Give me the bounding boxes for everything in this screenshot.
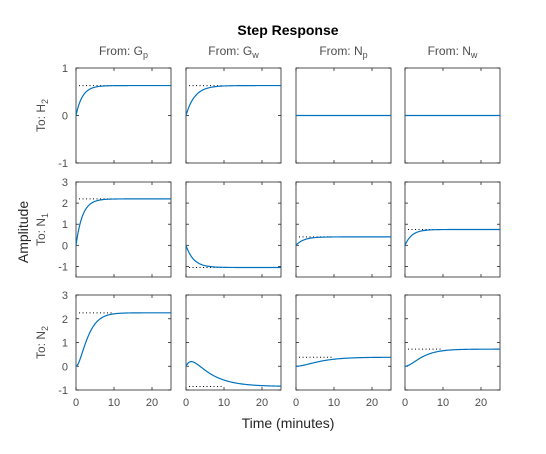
response-curve-r1c1 — [75, 84, 171, 116]
response-curve-r3c3 — [295, 356, 392, 367]
response-curve-r2c1 — [75, 198, 171, 246]
y-tick-label-r1-0: -1 — [58, 158, 68, 170]
column-header-3: From: Np — [319, 44, 367, 60]
column-header-4: From: Nw — [428, 44, 478, 60]
subplot-frame-r2c2 — [185, 181, 282, 278]
subplot-frame-r2c1 — [75, 181, 172, 278]
y-tick-label-r1-1: 0 — [62, 111, 68, 123]
response-curve-r2c2 — [185, 245, 281, 269]
x-tick-label-c1-2: 20 — [146, 397, 158, 409]
x-tick-label-c2-1: 10 — [218, 397, 230, 409]
subplot-frame-r3c4 — [404, 294, 501, 391]
x-tick-label-c3-2: 20 — [366, 397, 378, 409]
y-tick-label-r2-1: 0 — [62, 240, 68, 252]
y-tick-label-r3-3: 2 — [62, 314, 68, 326]
chart-title: Step Response — [237, 22, 338, 38]
subplot-frame-r3c1 — [75, 294, 172, 391]
subplot-frame-r3c3 — [295, 294, 392, 391]
subplot-frame-r1c2 — [185, 67, 282, 164]
x-tick-label-c2-2: 20 — [256, 397, 268, 409]
x-tick-label-c3-1: 10 — [328, 397, 340, 409]
column-header-1: From: Gp — [99, 44, 148, 60]
y-tick-label-r2-2: 1 — [62, 219, 68, 231]
response-curve-r2c4 — [404, 228, 500, 246]
subplot-grid: From: Gp From: Gw From: Np From: Nw To: H2 -1… — [34, 44, 501, 409]
response-curve-r3c4 — [404, 348, 500, 367]
y-tick-label-r3-1: 0 — [62, 361, 68, 373]
y-tick-label-r1-2: 1 — [62, 63, 68, 75]
y-tick-label-r3-0: -1 — [58, 385, 68, 397]
row-label-1: To: H2 — [34, 99, 50, 132]
subplot-frame-r2c3 — [295, 181, 392, 278]
response-curve-r2c3 — [295, 236, 391, 246]
x-axis-label: Time (minutes) — [242, 415, 335, 431]
x-tick-label-c1-0: 0 — [73, 397, 79, 409]
x-tick-label-c2-0: 0 — [183, 397, 189, 409]
response-curve-r3c1 — [75, 312, 171, 367]
row-label-2: To: N1 — [34, 213, 50, 246]
subplot-frame-r3c2 — [185, 294, 282, 391]
y-tick-label-r2-4: 3 — [62, 177, 68, 189]
y-tick-label-r2-0: -1 — [58, 261, 68, 273]
x-tick-label-c4-0: 0 — [402, 397, 408, 409]
column-header-2: From: Gw — [208, 44, 259, 60]
x-tick-label-c4-1: 10 — [437, 397, 449, 409]
y-tick-label-r2-3: 2 — [62, 198, 68, 210]
response-curve-r3c2 — [185, 361, 282, 387]
y-axis-label: Amplitude — [15, 201, 31, 263]
x-tick-label-c3-0: 0 — [293, 397, 299, 409]
subplot-frame-r1c1 — [75, 67, 172, 164]
x-tick-label-c1-1: 10 — [108, 397, 120, 409]
x-tick-label-c4-2: 20 — [475, 397, 487, 409]
row-label-3: To: N2 — [34, 326, 50, 359]
y-tick-label-r3-4: 3 — [62, 290, 68, 302]
response-curve-r1c2 — [185, 84, 281, 116]
y-tick-label-r3-2: 1 — [62, 338, 68, 350]
